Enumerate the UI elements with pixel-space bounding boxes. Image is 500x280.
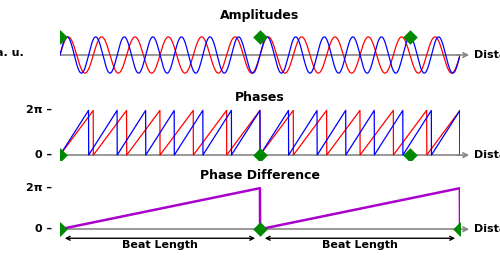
Text: 2π –: 2π – bbox=[26, 183, 52, 193]
Point bbox=[256, 35, 264, 39]
Point bbox=[256, 153, 264, 157]
Text: Beat Length: Beat Length bbox=[122, 240, 198, 250]
Text: 2π –: 2π – bbox=[26, 105, 52, 115]
Title: Phase Difference: Phase Difference bbox=[200, 169, 320, 182]
Point bbox=[56, 35, 64, 39]
Point bbox=[406, 35, 414, 39]
Text: Beat Length: Beat Length bbox=[322, 240, 398, 250]
Point bbox=[56, 153, 64, 157]
Text: a. u.: a. u. bbox=[0, 48, 24, 58]
Point bbox=[56, 227, 64, 232]
Text: Distance: Distance bbox=[474, 224, 500, 234]
Point bbox=[406, 153, 414, 157]
Text: Distance: Distance bbox=[474, 150, 500, 160]
Text: 0 –: 0 – bbox=[35, 224, 52, 234]
Title: Phases: Phases bbox=[235, 91, 285, 104]
Point bbox=[256, 227, 264, 232]
Point bbox=[456, 227, 464, 232]
Title: Amplitudes: Amplitudes bbox=[220, 10, 300, 22]
Text: Distance: Distance bbox=[474, 50, 500, 60]
Text: 0 –: 0 – bbox=[35, 150, 52, 160]
